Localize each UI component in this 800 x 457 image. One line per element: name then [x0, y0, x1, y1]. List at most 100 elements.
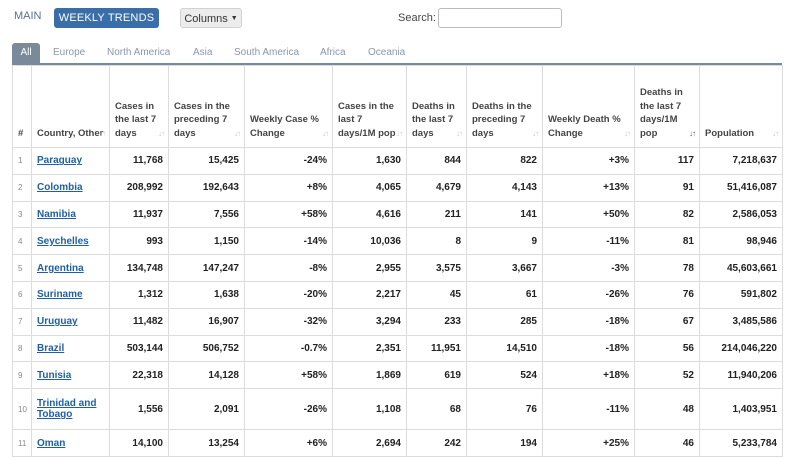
- country-link[interactable]: Seychelles: [37, 235, 89, 247]
- country-link[interactable]: Trinidad and Tobago: [37, 398, 97, 421]
- cell-dchg: +18%: [542, 361, 635, 390]
- cell-c7: 22,318: [109, 361, 169, 390]
- country-link-cell[interactable]: Brazil: [31, 334, 110, 363]
- col-header-weekly-death-change[interactable]: Weekly Death % Change ↓↑: [542, 65, 635, 148]
- cell-pop: 45,603,661: [699, 254, 783, 282]
- row-rank: 2: [12, 173, 32, 202]
- country-link[interactable]: Paraguay: [37, 155, 83, 167]
- col-header-rank[interactable]: #: [12, 65, 32, 148]
- col-header-deaths-7d[interactable]: Deaths in the last 7 days ↓↑: [406, 65, 467, 148]
- country-link[interactable]: Suriname: [37, 289, 83, 301]
- country-link-cell[interactable]: Oman: [31, 429, 110, 457]
- cell-dpm: 82: [634, 200, 700, 229]
- search-input[interactable]: [438, 8, 562, 28]
- country-link[interactable]: Brazil: [37, 342, 65, 354]
- cell-dp: 194: [466, 429, 543, 457]
- tab-south-america[interactable]: South America: [234, 47, 300, 58]
- cell-cp: 1,150: [168, 227, 245, 256]
- cell-cp: 147,247: [168, 254, 245, 282]
- main-tab-button[interactable]: MAIN: [14, 10, 42, 22]
- cell-dpm: 67: [634, 307, 700, 336]
- country-link-cell[interactable]: Uruguay: [31, 307, 110, 336]
- cell-cp: 15,425: [168, 147, 245, 175]
- cell-cp: 14,128: [168, 361, 245, 390]
- tab-oceania[interactable]: Oceania: [368, 47, 406, 58]
- col-header-population[interactable]: Population ↓↑: [699, 65, 783, 148]
- weekly-trends-button[interactable]: WEEKLY TRENDS: [54, 8, 159, 28]
- cell-cchg: -20%: [244, 280, 333, 309]
- cell-pop: 11,940,206: [699, 361, 783, 390]
- cell-dchg: -26%: [542, 280, 635, 309]
- header-row: # Country, Other ↓↑ Cases in the last 7 d…: [12, 65, 783, 148]
- sort-icon: ↓↑: [396, 128, 403, 138]
- tab-all[interactable]: All: [12, 43, 40, 63]
- columns-label: Columns: [184, 13, 228, 25]
- cell-pop: 51,416,087: [699, 173, 783, 202]
- col-header-country[interactable]: Country, Other ↓↑: [31, 65, 110, 148]
- cell-dp: 141: [466, 200, 543, 229]
- cell-dp: 61: [466, 280, 543, 309]
- cell-dchg: -11%: [542, 388, 635, 431]
- cell-cchg: +8%: [244, 173, 333, 202]
- cell-pop: 591,802: [699, 280, 783, 309]
- row-rank: 5: [12, 254, 32, 282]
- cell-dchg: +13%: [542, 173, 635, 202]
- col-header-deaths-per-million[interactable]: Deaths in the last 7 days/1M pop ↓↑: [634, 65, 700, 148]
- country-link-cell[interactable]: Colombia: [31, 173, 110, 202]
- country-link[interactable]: Tunisia: [37, 369, 72, 381]
- country-link-cell[interactable]: Suriname: [31, 280, 110, 309]
- cell-d7: 233: [406, 307, 467, 336]
- cell-cchg: -32%: [244, 307, 333, 336]
- col-header-deaths-prev-7d[interactable]: Deaths in the preceding 7 days ↓↑: [466, 65, 543, 148]
- cell-dchg: -3%: [542, 254, 635, 282]
- country-link[interactable]: Namibia: [37, 208, 76, 220]
- cell-c7: 11,482: [109, 307, 169, 336]
- row-rank: 10: [12, 388, 32, 431]
- table-body: 1 Paraguay 11,768 15,425 -24% 1,630 844 822 +3% 1…: [12, 147, 783, 457]
- country-link-cell[interactable]: Paraguay: [31, 147, 110, 175]
- cell-c7: 208,992: [109, 173, 169, 202]
- cell-d7: 45: [406, 280, 467, 309]
- col-header-cases-prev-7d[interactable]: Cases in the preceding 7 days ↓↑: [168, 65, 245, 148]
- table-row: 9 Tunisia 22,318 14,128 +58% 1,869 619 524 +18% 5…: [12, 361, 783, 390]
- cell-c7: 11,768: [109, 147, 169, 175]
- cell-c7: 993: [109, 227, 169, 256]
- cell-cp: 1,638: [168, 280, 245, 309]
- cell-cchg: +58%: [244, 361, 333, 390]
- cell-d7: 4,679: [406, 173, 467, 202]
- country-link-cell[interactable]: Namibia: [31, 200, 110, 229]
- country-link[interactable]: Uruguay: [37, 316, 78, 328]
- tab-europe[interactable]: Europe: [53, 47, 86, 58]
- weekly-trends-table: # Country, Other ↓↑ Cases in the last 7 d…: [12, 65, 783, 457]
- tab-asia[interactable]: Asia: [193, 47, 213, 58]
- cell-dpm: 46: [634, 429, 700, 457]
- cell-cpm: 1,630: [332, 147, 407, 175]
- country-link-cell[interactable]: Argentina: [31, 254, 110, 282]
- cell-cchg: -0.7%: [244, 334, 333, 363]
- cell-cp: 16,907: [168, 307, 245, 336]
- cell-pop: 7,218,637: [699, 147, 783, 175]
- cell-cpm: 3,294: [332, 307, 407, 336]
- country-link-cell[interactable]: Trinidad and Tobago: [31, 388, 110, 431]
- columns-dropdown-button[interactable]: Columns ▼: [180, 8, 242, 28]
- cell-pop: 1,403,951: [699, 388, 783, 431]
- col-header-cases-per-million[interactable]: Cases in the last 7 days/1M pop ↓↑: [332, 65, 407, 148]
- cell-dchg: +50%: [542, 200, 635, 229]
- cell-cpm: 2,351: [332, 334, 407, 363]
- tab-africa[interactable]: Africa: [320, 47, 346, 58]
- country-link[interactable]: Colombia: [37, 182, 83, 194]
- cell-pop: 2,586,053: [699, 200, 783, 229]
- sort-icon: ↓↑: [158, 128, 165, 138]
- tab-north-america[interactable]: North America: [107, 47, 171, 58]
- col-header-cases-7d[interactable]: Cases in the last 7 days ↓↑: [109, 65, 169, 148]
- col-header-weekly-case-change[interactable]: Weekly Case % Change ↓↑: [244, 65, 333, 148]
- country-link-cell[interactable]: Tunisia: [31, 361, 110, 390]
- country-link[interactable]: Oman: [37, 437, 66, 449]
- cell-cchg: -24%: [244, 147, 333, 175]
- table-row: 1 Paraguay 11,768 15,425 -24% 1,630 844 822 +3% 1…: [12, 147, 783, 175]
- cell-dp: 524: [466, 361, 543, 390]
- cell-dpm: 76: [634, 280, 700, 309]
- country-link[interactable]: Argentina: [37, 262, 84, 274]
- country-link-cell[interactable]: Seychelles: [31, 227, 110, 256]
- cell-dpm: 56: [634, 334, 700, 363]
